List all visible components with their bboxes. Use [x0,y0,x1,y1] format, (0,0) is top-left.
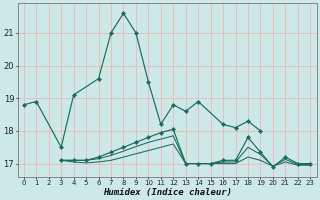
X-axis label: Humidex (Indice chaleur): Humidex (Indice chaleur) [102,188,232,197]
